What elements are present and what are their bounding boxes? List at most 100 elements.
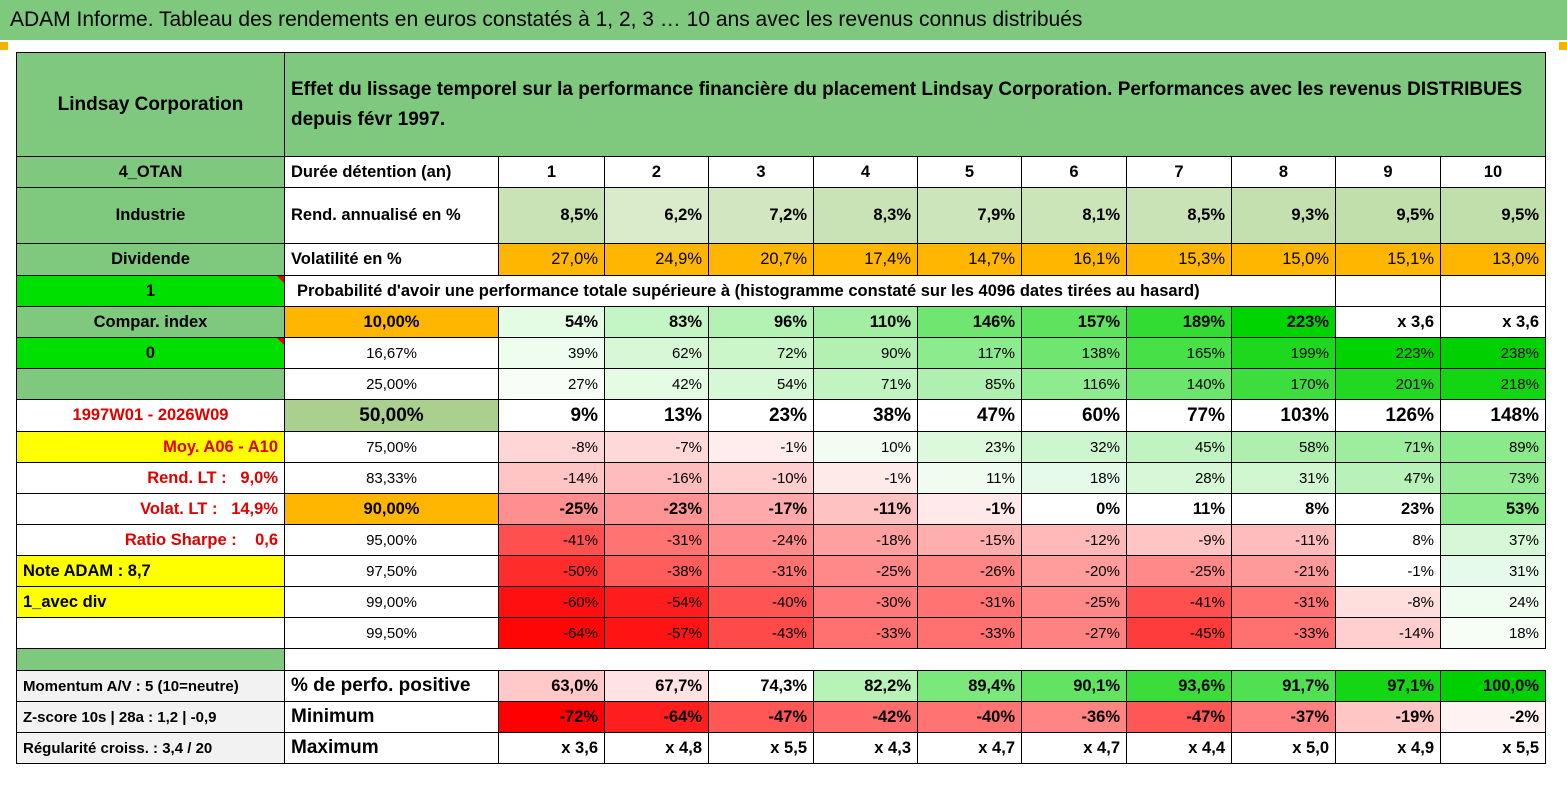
prob-cell: -20% xyxy=(1021,555,1127,587)
prob-cell: 85% xyxy=(917,368,1022,400)
year-1: 1 xyxy=(498,156,605,188)
rend-cell-year-10: 9,5% xyxy=(1440,187,1546,244)
prob-cell: 223% xyxy=(1231,306,1336,338)
prob-cell: 170% xyxy=(1231,368,1336,400)
prob-cell: -33% xyxy=(1231,617,1336,649)
rend-cell-year-2: 6,2% xyxy=(604,187,709,244)
vol-cell-year-2: 24,9% xyxy=(604,243,709,276)
prob-cell: -54% xyxy=(604,586,709,618)
vol-cell-year-9: 15,1% xyxy=(1335,243,1441,276)
prob-cell: 27% xyxy=(498,368,605,400)
bottom-cell: 93,6% xyxy=(1126,670,1232,702)
prob-cell: 238% xyxy=(1440,337,1546,369)
prob-cell: 157% xyxy=(1021,306,1127,338)
prob-cell: 28% xyxy=(1126,462,1232,494)
bottom-cell: x 5,0 xyxy=(1231,732,1336,764)
prob-title-blank xyxy=(1335,275,1441,307)
prob-cell: x 3,6 xyxy=(1440,306,1546,338)
bottom-cell: x 5,5 xyxy=(1440,732,1546,764)
prob-title-blank-2 xyxy=(1440,275,1546,307)
prob-cell: -7% xyxy=(604,431,709,463)
year-8: 8 xyxy=(1231,156,1336,188)
prob-cell: 39% xyxy=(498,337,605,369)
prob-cell: 9% xyxy=(498,399,605,432)
prob-cell: 73% xyxy=(1440,462,1546,494)
bottom-cell: x 4,3 xyxy=(813,732,918,764)
bottom-cell: -64% xyxy=(604,701,709,733)
prob-cell: -25% xyxy=(498,493,605,525)
prob-cell: 10% xyxy=(813,431,918,463)
volat-lt-label: Volat. LT : 14,9% xyxy=(16,493,285,525)
note-adam-label: Note ADAM : 8,7 xyxy=(16,555,285,587)
selector-zero[interactable]: 0 xyxy=(16,337,285,369)
prob-cell: 31% xyxy=(1440,555,1546,587)
type-label: Dividende xyxy=(16,243,285,276)
vol-cell-year-1: 27,0% xyxy=(498,243,605,276)
prob-cell: -26% xyxy=(917,555,1022,587)
bottom-metric-label: % de perfo. positive xyxy=(284,670,499,702)
bottom-left-label: Momentum A/V : 5 (10=neutre) xyxy=(16,670,285,702)
prob-cell: 71% xyxy=(1335,431,1441,463)
year-7: 7 xyxy=(1126,156,1232,188)
prob-cell: 218% xyxy=(1440,368,1546,400)
compar-label: Compar. index xyxy=(16,306,285,338)
prob-cell: -40% xyxy=(708,586,814,618)
prob-cell: -1% xyxy=(813,462,918,494)
bottom-cell: 63,0% xyxy=(498,670,605,702)
bottom-cell: x 4,8 xyxy=(604,732,709,764)
rend-lt-value: 9,0% xyxy=(240,468,278,487)
prob-cell: 140% xyxy=(1126,368,1232,400)
rend-cell-year-1: 8,5% xyxy=(498,187,605,244)
prob-cell: 42% xyxy=(604,368,709,400)
bottom-cell: 97,1% xyxy=(1335,670,1441,702)
prob-threshold: 16,67% xyxy=(284,337,499,369)
vol-cell-year-6: 16,1% xyxy=(1021,243,1127,276)
rend-lt-label: Rend. LT : 9,0% xyxy=(16,462,285,494)
prob-cell: 116% xyxy=(1021,368,1127,400)
prob-cell: 23% xyxy=(1335,493,1441,525)
bottom-cell: x 3,6 xyxy=(498,732,605,764)
prob-cell: -38% xyxy=(604,555,709,587)
prob-cell: -11% xyxy=(813,493,918,525)
prob-cell: -10% xyxy=(708,462,814,494)
prob-cell: 146% xyxy=(917,306,1022,338)
prob-threshold: 99,00% xyxy=(284,586,499,618)
prob-cell: 23% xyxy=(708,399,814,432)
bottom-cell: 82,2% xyxy=(813,670,918,702)
prob-cell: -33% xyxy=(813,617,918,649)
prob-cell: 38% xyxy=(813,399,918,432)
sharpe-label: Ratio Sharpe : 0,6 xyxy=(16,524,285,556)
rend-cell-year-3: 7,2% xyxy=(708,187,814,244)
sector-label: Industrie xyxy=(16,187,285,244)
prob-threshold: 25,00% xyxy=(284,368,499,400)
bottom-cell: 90,1% xyxy=(1021,670,1127,702)
prob-cell: 165% xyxy=(1126,337,1232,369)
rend-cell-year-8: 9,3% xyxy=(1231,187,1336,244)
vol-cell-year-10: 13,0% xyxy=(1440,243,1546,276)
moy-label: Moy. A06 - A10 xyxy=(16,431,285,463)
prob-cell: -25% xyxy=(1126,555,1232,587)
prob-cell: -31% xyxy=(1231,586,1336,618)
prob-cell: -45% xyxy=(1126,617,1232,649)
prob-threshold: 90,00% xyxy=(284,493,499,525)
prob-cell: -12% xyxy=(1021,524,1127,556)
bottom-cell: x 4,7 xyxy=(917,732,1022,764)
vol-cell-year-8: 15,0% xyxy=(1231,243,1336,276)
prob-cell: 53% xyxy=(1440,493,1546,525)
bottom-cell: 91,7% xyxy=(1231,670,1336,702)
rend-cell-year-7: 8,5% xyxy=(1126,187,1232,244)
year-9: 9 xyxy=(1335,156,1441,188)
rend-cell-year-4: 8,3% xyxy=(813,187,918,244)
prob-cell: 37% xyxy=(1440,524,1546,556)
prob-threshold: 99,50% xyxy=(284,617,499,649)
selector-one[interactable]: 1 xyxy=(16,275,285,307)
prob-cell: 223% xyxy=(1335,337,1441,369)
duration-label: Durée détention (an) xyxy=(284,156,499,188)
prob-cell: 54% xyxy=(708,368,814,400)
prob-cell: -11% xyxy=(1231,524,1336,556)
bottom-cell: x 5,5 xyxy=(708,732,814,764)
prob-cell: -1% xyxy=(917,493,1022,525)
prob-cell: -17% xyxy=(708,493,814,525)
prob-cell: 77% xyxy=(1126,399,1232,432)
bottom-cell: -37% xyxy=(1231,701,1336,733)
